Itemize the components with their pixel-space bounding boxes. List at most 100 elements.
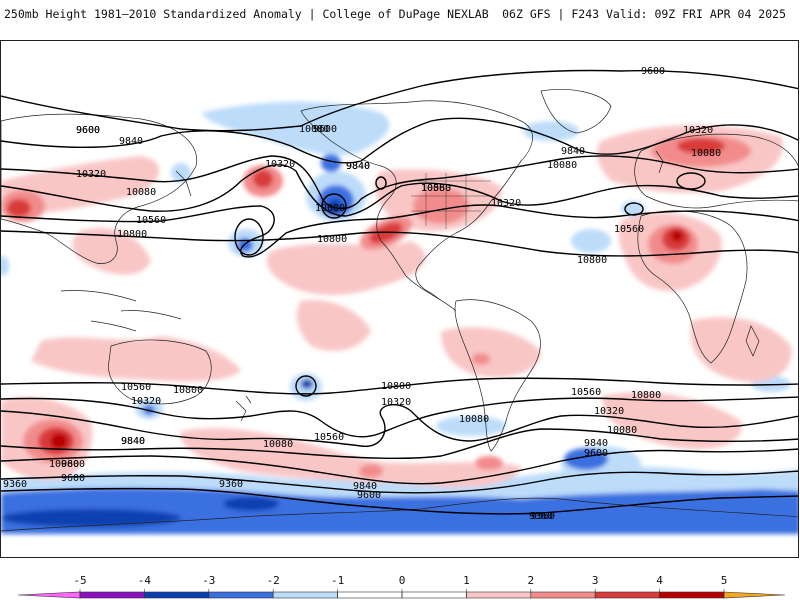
legend-swatch [466,591,532,599]
contour-label: 10080 [263,439,293,450]
contour-label: 9840 [119,136,143,147]
contour-label: 10320 [265,159,295,170]
contour-label: 9840 [353,481,377,492]
legend-tick-label: 2 [527,574,534,587]
contour-label: 9600 [61,459,85,470]
coast-antarctica [1,497,798,532]
legend-swatch [659,591,725,599]
contour-9840-south [1,448,798,485]
contour-label: 10800 [173,385,203,396]
contour-label: 9600 [76,125,100,136]
contour-label: 10320 [683,125,713,136]
contour-label: 9840 [584,438,608,449]
contour-10560-north [1,204,798,258]
anomaly-neg2-antarctic [1,487,798,534]
anomaly-pos3-europe [677,138,725,154]
anomaly-neg1-north-pacific [201,101,390,156]
contour-closed-high-n-pacific [375,176,387,190]
anomaly-neg2-s-atlantic [564,448,608,470]
anomaly-neg1-atlantic [571,229,611,253]
contour-label: 9840 [561,146,585,157]
chart-header: 250mb Height 1981–2010 Standardized Anom… [0,0,800,28]
legend-tick-label: -1 [331,574,344,587]
contour-label: 10080 [547,160,577,171]
anomaly-neg3-aleutian [327,199,343,215]
contour-label: 9600 [584,448,608,459]
contour-10320-north [1,164,798,217]
contour-label: 9600 [357,490,381,501]
contour-label: 10800 [381,381,411,392]
legend-tick-label: -3 [202,574,215,587]
map-title: 250mb Height 1981–2010 Standardized Anom… [4,7,489,21]
anomaly-pos2-tropics [472,353,490,365]
height-contours [1,69,798,515]
anomaly-neg3-antarctic-west [1,509,181,527]
anomaly-neg1-sa-east [436,416,506,436]
color-scale-legend: -5 -4 -3 -2 -1 0 1 2 3 4 5 [0,570,800,600]
contour-label: 9840 [346,161,370,172]
contour-label: 10800 [631,390,661,401]
contour-closed-low-n-africa [624,202,644,216]
anomaly-pos4-n-africa [671,230,683,242]
contour-label: 9600 [313,124,337,135]
anomaly-pos1-s-pacific-band [180,428,521,488]
contour-label: 9360 [219,479,243,490]
contour-label: 10320 [594,406,624,417]
contour-label: 10080 [299,124,329,135]
contour-label: 9840 [121,436,145,447]
legend-swatch [79,591,145,599]
contour-10800-south [1,377,798,395]
legend-tick-label: -5 [73,574,86,587]
anomaly-neg2-n-pacific-small [321,154,341,172]
legend-swatch [337,591,403,599]
contour-10320-south [1,403,798,447]
contour-label: 10080 [49,459,79,470]
anomaly-pos3-ne-pacific [369,222,403,244]
contour-9600-north [1,69,798,132]
contour-closed-low-europe [676,172,706,190]
legend-swatch [17,591,81,599]
contour-label: 10080 [421,183,451,194]
contour-label: 10080 [126,187,156,198]
coast-europe [634,133,798,209]
contour-label: 9360 [531,511,555,522]
contour-10080-south [1,428,798,460]
anomaly-pos2-usa [413,188,469,224]
coast-north-america [300,100,533,312]
us-state-lines [411,173,491,229]
legend-swatch [594,591,660,599]
anomaly-pos1-tropics [31,336,241,382]
contour-label: 10560 [314,432,344,443]
contour-label: 10320 [381,397,411,408]
contour-label: 10080 [315,203,345,214]
legend-bar: -5 -4 -3 -2 -1 0 1 2 3 4 5 [17,574,786,599]
contour-label: 9360 [3,479,27,490]
anomaly-pos4-s-indian [50,433,68,449]
coast-indonesia [60,290,182,332]
map-canvas: 9600 9600 9840 10320 10080 10560 10800 9… [1,41,798,557]
anomaly-neg3-antarctic-center [223,497,279,511]
anomaly-pos2-s-pacific-east [475,456,503,470]
coast-south-america [454,299,541,452]
contour-label: 10320 [491,198,521,209]
anomaly-shading [1,101,798,534]
contour-label: 10080 [607,425,637,436]
legend-tick-label: 0 [399,574,406,587]
contour-label: 9600 [641,66,665,77]
contour-label: 10320 [131,396,161,407]
anomaly-pos2-s-pacific [359,464,383,478]
anomaly-pos1-c-pacific-band [266,241,426,296]
contour-10800-north [1,230,798,257]
contour-label: 9840 [121,436,145,447]
contour-label: 10080 [459,414,489,425]
contour-label: 10560 [614,224,644,235]
contour-label: 10560 [571,387,601,398]
coast-uk [655,150,664,174]
anomaly-neg1-asia [171,163,191,183]
legend-swatch [208,591,274,599]
contour-closed-low-aleutian [321,193,347,219]
legend-swatch [401,591,467,599]
contour-label: 9360 [529,511,553,522]
contour-label: 10800 [317,234,347,245]
contour-label: 9600 [61,473,85,484]
